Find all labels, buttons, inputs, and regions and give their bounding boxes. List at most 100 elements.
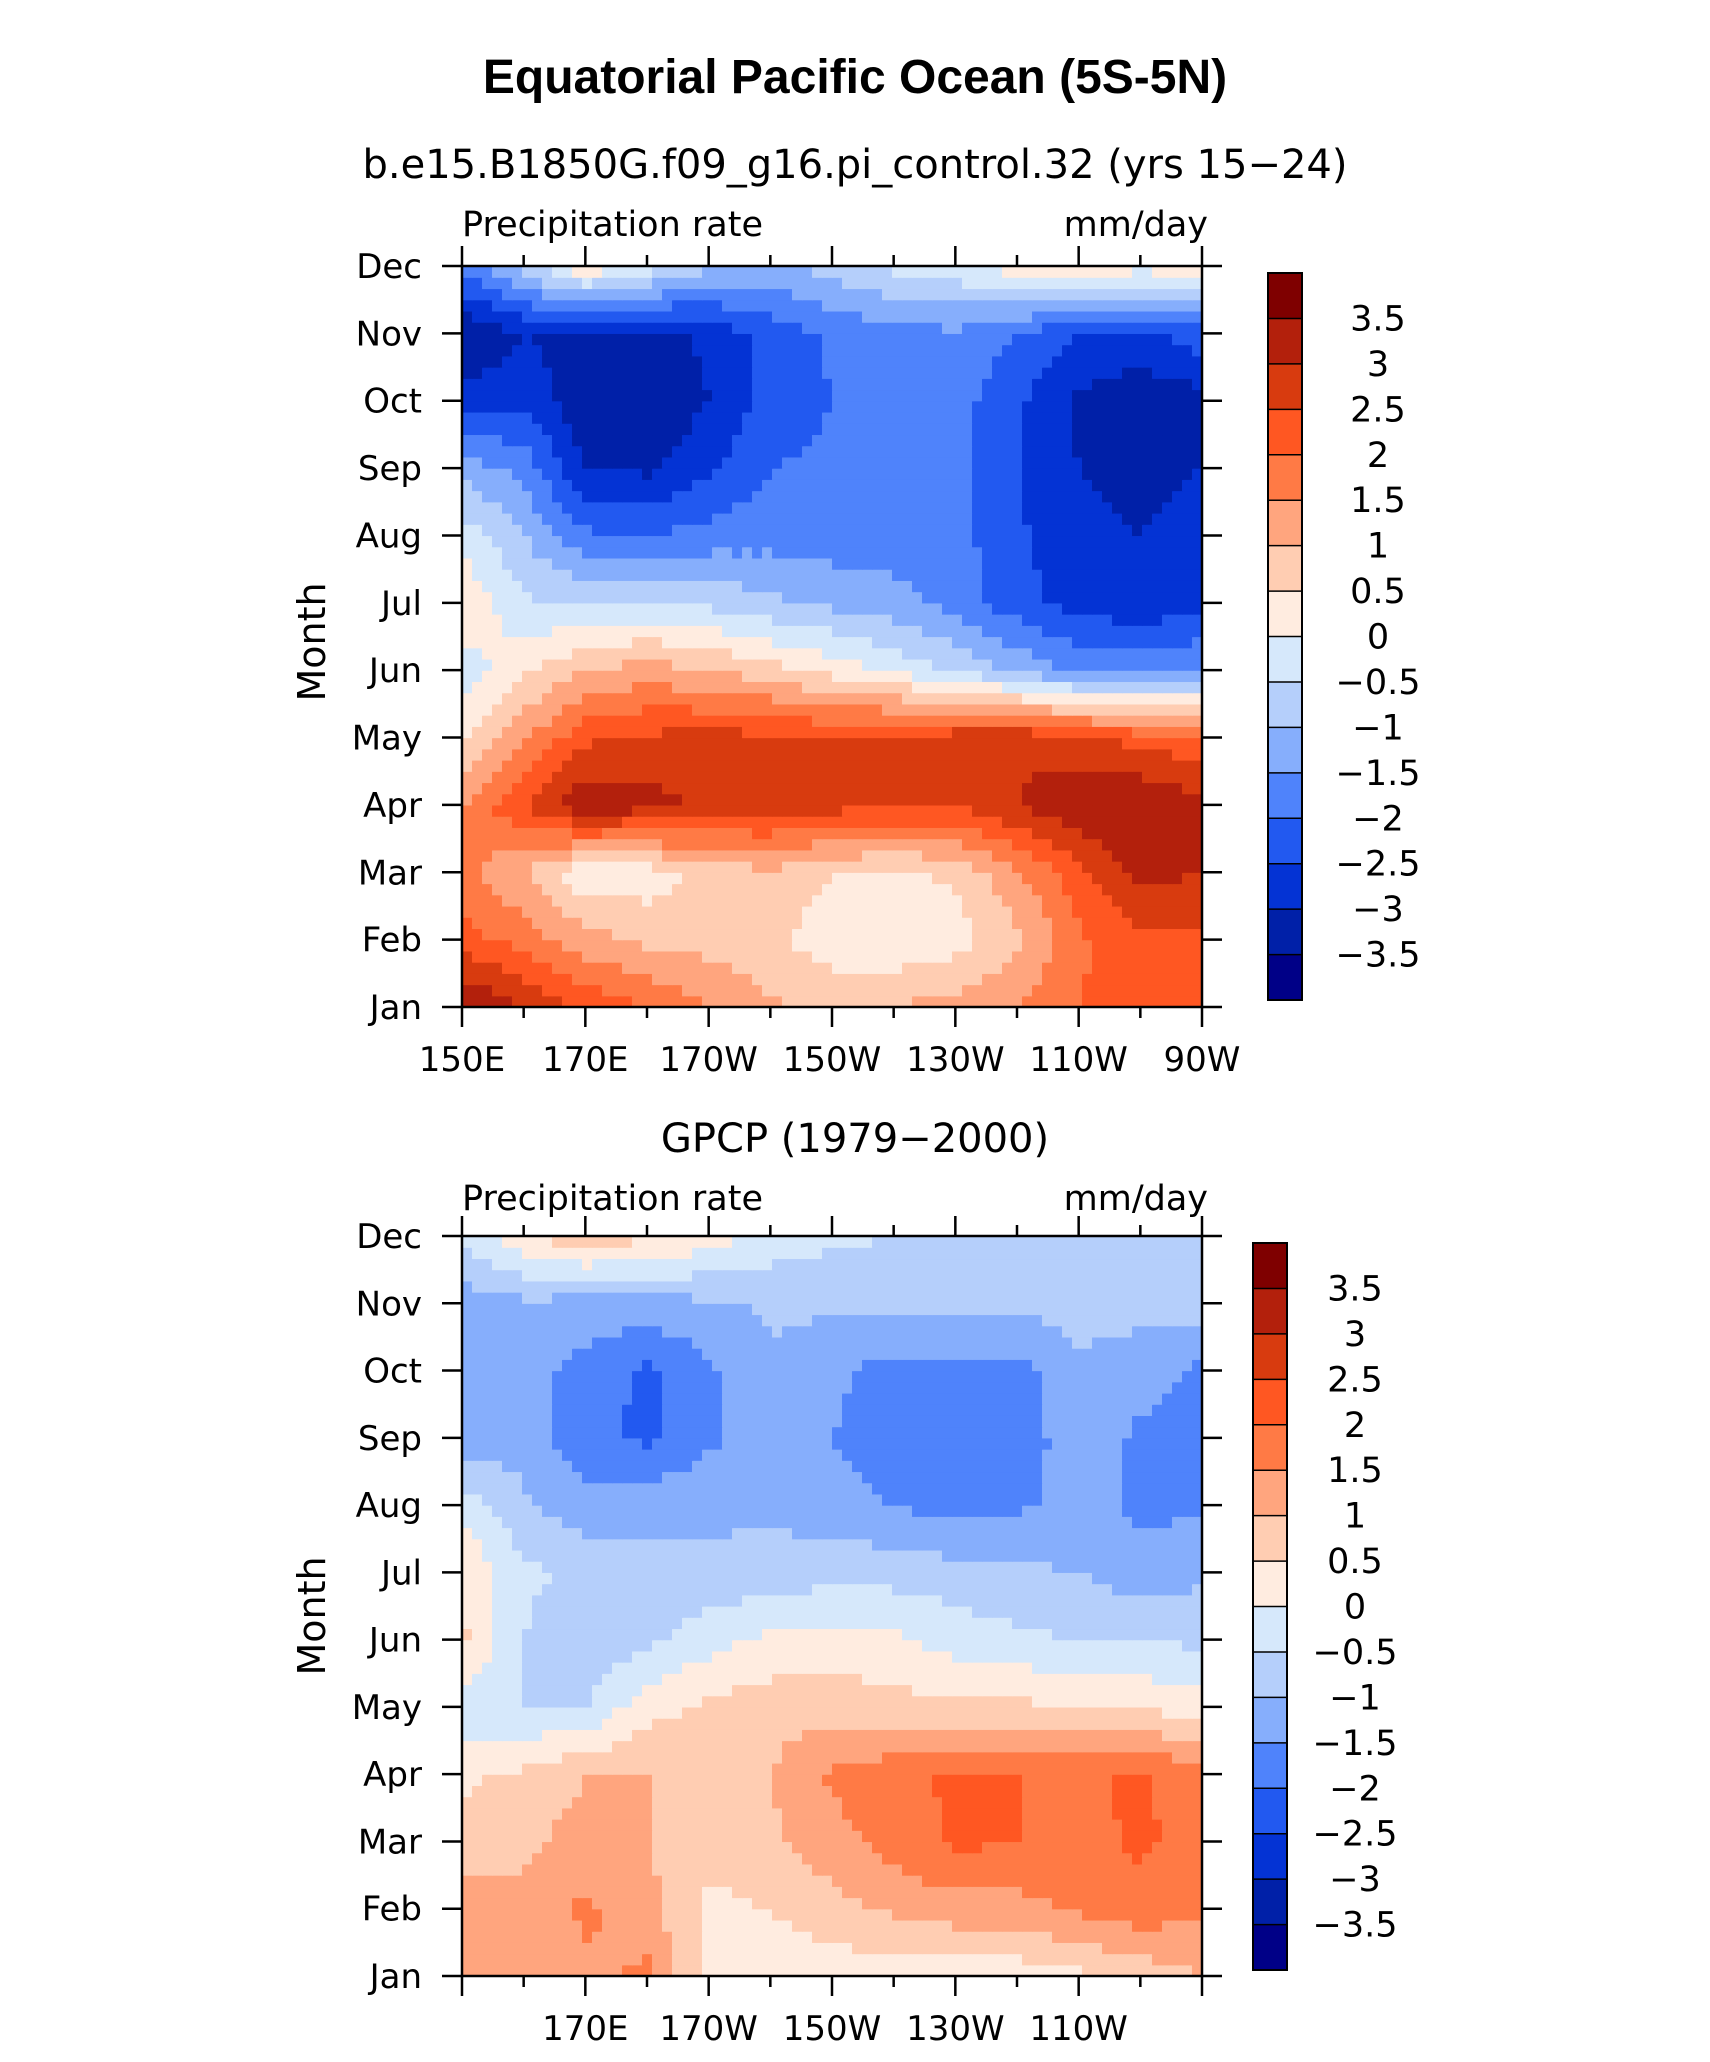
heatmap-cell bbox=[632, 659, 643, 671]
heatmap-cell bbox=[1102, 524, 1113, 536]
heatmap-cell bbox=[532, 749, 543, 761]
heatmap-cell bbox=[722, 637, 733, 649]
heatmap-cell bbox=[462, 423, 473, 435]
heatmap-cell bbox=[492, 771, 503, 783]
heatmap-cell bbox=[1142, 794, 1153, 806]
heatmap-cell bbox=[1132, 827, 1143, 839]
heatmap-cell bbox=[732, 491, 743, 503]
heatmap-cell bbox=[1122, 311, 1133, 323]
heatmap-cell bbox=[1152, 749, 1163, 761]
heatmap-cell bbox=[1072, 816, 1083, 828]
heatmap-cell bbox=[1172, 805, 1183, 817]
heatmap-cell bbox=[982, 614, 993, 626]
heatmap-cell bbox=[772, 625, 783, 637]
heatmap-cell bbox=[522, 693, 533, 705]
heatmap-cell bbox=[1142, 951, 1153, 963]
heatmap-cell bbox=[1122, 547, 1133, 559]
heatmap-cell bbox=[712, 738, 723, 750]
heatmap-cell bbox=[1022, 726, 1033, 738]
heatmap-cell bbox=[582, 782, 593, 794]
heatmap-cell bbox=[1022, 738, 1033, 750]
heatmap-cell bbox=[942, 951, 953, 963]
heatmap-cell bbox=[872, 513, 883, 525]
heatmap-cell bbox=[982, 513, 993, 525]
heatmap-cell bbox=[1032, 760, 1043, 772]
heatmap-cell bbox=[472, 704, 483, 716]
heatmap-cell bbox=[642, 973, 653, 985]
heatmap-cell bbox=[512, 827, 523, 839]
heatmap-cell bbox=[872, 502, 883, 514]
heatmap-cell bbox=[912, 850, 923, 862]
heatmap-cell bbox=[1072, 670, 1083, 682]
heatmap-cell bbox=[792, 726, 803, 738]
heatmap-cell bbox=[822, 423, 833, 435]
heatmap-cell bbox=[582, 423, 593, 435]
heatmap-cell bbox=[1172, 277, 1183, 289]
heatmap-cell bbox=[1012, 726, 1023, 738]
heatmap-cell bbox=[762, 345, 773, 357]
heatmap-cell bbox=[482, 513, 493, 525]
heatmap-cell bbox=[512, 771, 523, 783]
heatmap-cell bbox=[832, 446, 843, 458]
heatmap-cell bbox=[912, 794, 923, 806]
heatmap-cell bbox=[952, 973, 963, 985]
heatmap-cell bbox=[1032, 457, 1043, 469]
heatmap-cell bbox=[742, 872, 753, 884]
heatmap-cell bbox=[692, 760, 703, 772]
heatmap-cell bbox=[662, 704, 673, 716]
heatmap-cell bbox=[482, 715, 493, 727]
heatmap-cell bbox=[662, 603, 673, 615]
heatmap-cell bbox=[972, 491, 983, 503]
heatmap-cell bbox=[572, 378, 583, 390]
heatmap-cell bbox=[982, 390, 993, 402]
heatmap-cell bbox=[762, 749, 773, 761]
heatmap-cell bbox=[552, 681, 563, 693]
heatmap-cell bbox=[1012, 390, 1023, 402]
heatmap-cell bbox=[892, 940, 903, 952]
heatmap-cell bbox=[772, 917, 783, 929]
heatmap-cell bbox=[472, 985, 483, 997]
heatmap-cell bbox=[1082, 401, 1093, 413]
heatmap-cell bbox=[1002, 468, 1013, 480]
heatmap-cell bbox=[1062, 637, 1073, 649]
heatmap-cell bbox=[1082, 816, 1093, 828]
heatmap-cell bbox=[1122, 300, 1133, 312]
heatmap-cell bbox=[1132, 973, 1143, 985]
heatmap-cell bbox=[552, 423, 563, 435]
heatmap-cell bbox=[752, 277, 763, 289]
heatmap-cell bbox=[582, 906, 593, 918]
heatmap-cell bbox=[572, 985, 583, 997]
heatmap-cell bbox=[1012, 973, 1023, 985]
heatmap-cell bbox=[1032, 794, 1043, 806]
heatmap-cell bbox=[592, 592, 603, 604]
heatmap-cell bbox=[682, 928, 693, 940]
heatmap-cell bbox=[622, 805, 633, 817]
heatmap-cell bbox=[852, 906, 863, 918]
heatmap-cell bbox=[462, 816, 473, 828]
heatmap-cell bbox=[1132, 794, 1143, 806]
heatmap-cell bbox=[912, 569, 923, 581]
heatmap-cell bbox=[842, 535, 853, 547]
heatmap-cell bbox=[832, 288, 843, 300]
heatmap-cell bbox=[802, 300, 813, 312]
heatmap-cell bbox=[722, 816, 733, 828]
heatmap-cell bbox=[1102, 738, 1113, 750]
heatmap-cell bbox=[632, 524, 643, 536]
heatmap-cell bbox=[762, 940, 773, 952]
heatmap-cell bbox=[882, 513, 893, 525]
heatmap-cell bbox=[482, 603, 493, 615]
heatmap-cell bbox=[582, 861, 593, 873]
heatmap-cell bbox=[962, 659, 973, 671]
heatmap-cell bbox=[592, 614, 603, 626]
heatmap-cell bbox=[752, 782, 763, 794]
heatmap-cell bbox=[712, 670, 723, 682]
heatmap-cell bbox=[882, 434, 893, 446]
heatmap-cell bbox=[1062, 446, 1073, 458]
heatmap-cell bbox=[1122, 592, 1133, 604]
heatmap-cell bbox=[792, 322, 803, 334]
heatmap-cell bbox=[1142, 782, 1153, 794]
heatmap-cell bbox=[932, 760, 943, 772]
heatmap-cell bbox=[562, 681, 573, 693]
heatmap-cell bbox=[882, 715, 893, 727]
heatmap-cell bbox=[972, 390, 983, 402]
